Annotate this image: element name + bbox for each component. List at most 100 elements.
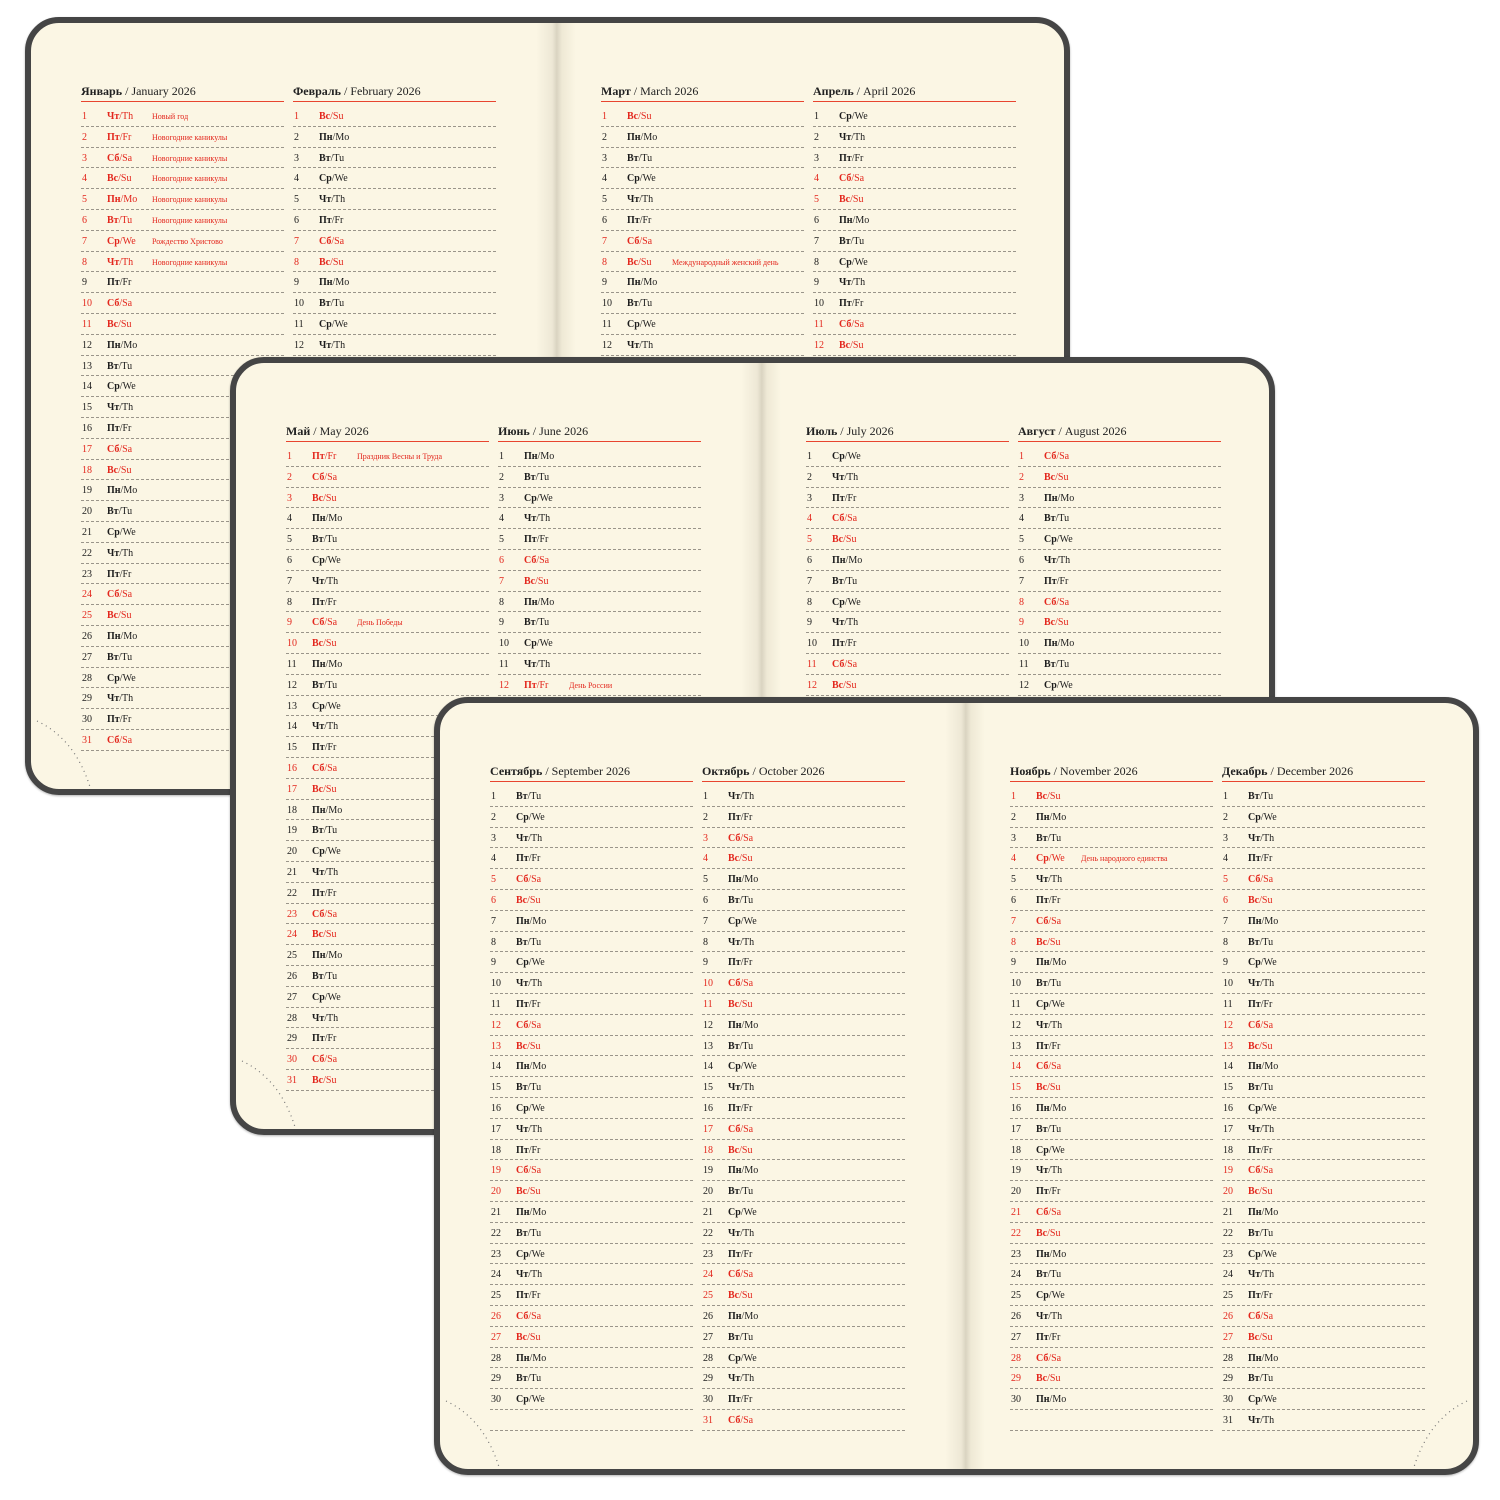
day-number: 5: [1223, 874, 1228, 886]
weekday-slash: /: [1260, 1414, 1264, 1426]
weekday-label: Пн/Mo: [1248, 1061, 1278, 1072]
weekday-label: Пн/Mo: [728, 1020, 758, 1031]
day-row: 14 Пн/Mo: [490, 1056, 693, 1078]
weekday-en: Tu: [742, 1331, 754, 1343]
day-row: 6 Вс/Su: [490, 890, 693, 911]
weekday-ru: Ср: [1248, 811, 1261, 823]
weekday-ru: Ср: [1248, 1248, 1261, 1260]
weekday-label: Ср/We: [1248, 957, 1277, 968]
weekday-en: Th: [334, 339, 346, 351]
weekday-ru: Ср: [524, 638, 537, 650]
weekday-slash: /: [535, 471, 539, 483]
day-number: 2: [602, 131, 607, 143]
weekday-en: Tu: [121, 651, 133, 663]
weekday-en: Fr: [327, 596, 337, 608]
weekday-en: Th: [847, 617, 859, 629]
weekday-ru: Чт: [1044, 554, 1057, 566]
weekday-en: Su: [640, 111, 652, 122]
day-row: 20 Вс/Su: [1222, 1181, 1425, 1202]
day-number: 18: [82, 464, 92, 476]
day-number: 13: [703, 1040, 713, 1052]
day-row: 12 Пн/Mo: [702, 1015, 905, 1036]
day-row: 19 Пн/Mo: [702, 1160, 905, 1182]
weekday-slash: /: [324, 554, 328, 566]
day-number: 3: [1019, 492, 1024, 504]
day-number: 7: [602, 235, 607, 247]
weekday-ru: Пн: [1248, 1206, 1262, 1218]
weekday-label: Ср/We: [1044, 534, 1073, 545]
day-row: 12 Вс/Su: [806, 675, 1009, 696]
weekday-ru: Сб: [107, 589, 120, 601]
weekday-label: Чт/Th: [1044, 555, 1070, 566]
weekday-slash: /: [740, 1248, 744, 1260]
day-number: 18: [491, 1144, 501, 1156]
weekday-slash: /: [851, 318, 855, 330]
weekday-slash: /: [638, 256, 641, 268]
month-name-en: October 2026: [758, 764, 825, 778]
day-row: 24 Вс/Su: [286, 924, 489, 946]
day-number: 9: [491, 957, 496, 969]
day-number: 24: [82, 589, 92, 601]
weekday-slash: /: [739, 998, 742, 1010]
weekday-slash: /: [1047, 978, 1051, 990]
weekday-slash: /: [741, 1019, 745, 1031]
weekday-en: Su: [537, 575, 549, 587]
weekday-ru: Вс: [1044, 617, 1056, 629]
weekday-label: Ср/We: [312, 992, 341, 1003]
day-number: 17: [703, 1123, 713, 1135]
weekday-en: Th: [1059, 554, 1071, 566]
weekday-slash: /: [118, 651, 122, 663]
day-number: 5: [602, 194, 607, 206]
day-row: 27 Вс/Su: [1222, 1327, 1425, 1348]
weekday-slash: /: [740, 1206, 744, 1218]
weekday-en: Fr: [327, 451, 337, 462]
weekday-en: Th: [1263, 1414, 1275, 1426]
weekday-label: Пт/Fr: [1248, 1290, 1272, 1301]
weekday-en: Mo: [532, 915, 547, 927]
day-number: 4: [703, 853, 708, 865]
weekday-ru: Чт: [107, 547, 120, 559]
weekday-slash: /: [1056, 596, 1060, 608]
weekday-en: Mo: [328, 513, 343, 525]
weekday-en: Th: [539, 513, 551, 525]
day-number: 21: [82, 526, 92, 538]
day-row: 30 Сб/Sa: [286, 1049, 489, 1070]
day-row: 28 Ср/We: [81, 668, 284, 689]
day-number: 18: [703, 1144, 713, 1156]
weekday-en: We: [122, 526, 136, 538]
day-number: 6: [1011, 894, 1016, 906]
day-row: 14 Чт/Th: [286, 716, 489, 738]
day-row: 3 Сб/Sa: [702, 828, 905, 849]
day-number: 1: [491, 791, 496, 802]
weekday-ru: Вс: [516, 894, 528, 906]
weekday-ru: Чт: [516, 978, 529, 990]
day-row: 28 Сб/Sa: [1010, 1348, 1213, 1369]
weekday-label: Ср/We: [1044, 680, 1073, 691]
day-number: 16: [703, 1102, 713, 1114]
day-row: 6 Пн/Mo: [813, 210, 1016, 231]
day-number: 11: [807, 658, 817, 670]
weekday-slash: /: [323, 492, 326, 504]
weekday-slash: /: [851, 173, 855, 185]
day-row: 9 Вт/Tu: [498, 612, 701, 634]
day-number: 10: [1019, 638, 1029, 650]
day-number: 4: [814, 173, 819, 185]
weekday-en: Mo: [643, 131, 658, 143]
day-number: 7: [491, 915, 496, 927]
weekday-ru: Вт: [107, 214, 119, 226]
weekday-en: We: [122, 235, 136, 247]
weekday-en: We: [743, 915, 757, 927]
day-row: 7 Сб/Sa: [293, 231, 496, 252]
day-row: 12 Сб/Sa: [1222, 1015, 1425, 1036]
month-column: Декабрь / December 2026 1 Вт/Tu 2 Ср/We 3 Чт/T…: [1222, 761, 1425, 1431]
day-row: 2 Ср/We: [1222, 807, 1425, 828]
weekday-label: Сб/Sa: [1248, 1311, 1273, 1322]
weekday-label: Пн/Mo: [524, 451, 554, 462]
day-row: 27 Вс/Su: [490, 1327, 693, 1348]
weekday-en: We: [854, 256, 868, 268]
weekday-en: Su: [741, 998, 753, 1010]
weekday-ru: Вс: [312, 783, 324, 795]
weekday-en: Sa: [327, 617, 338, 629]
weekday-en: Th: [531, 832, 543, 844]
weekday-label: Ср/We: [1036, 1145, 1065, 1156]
